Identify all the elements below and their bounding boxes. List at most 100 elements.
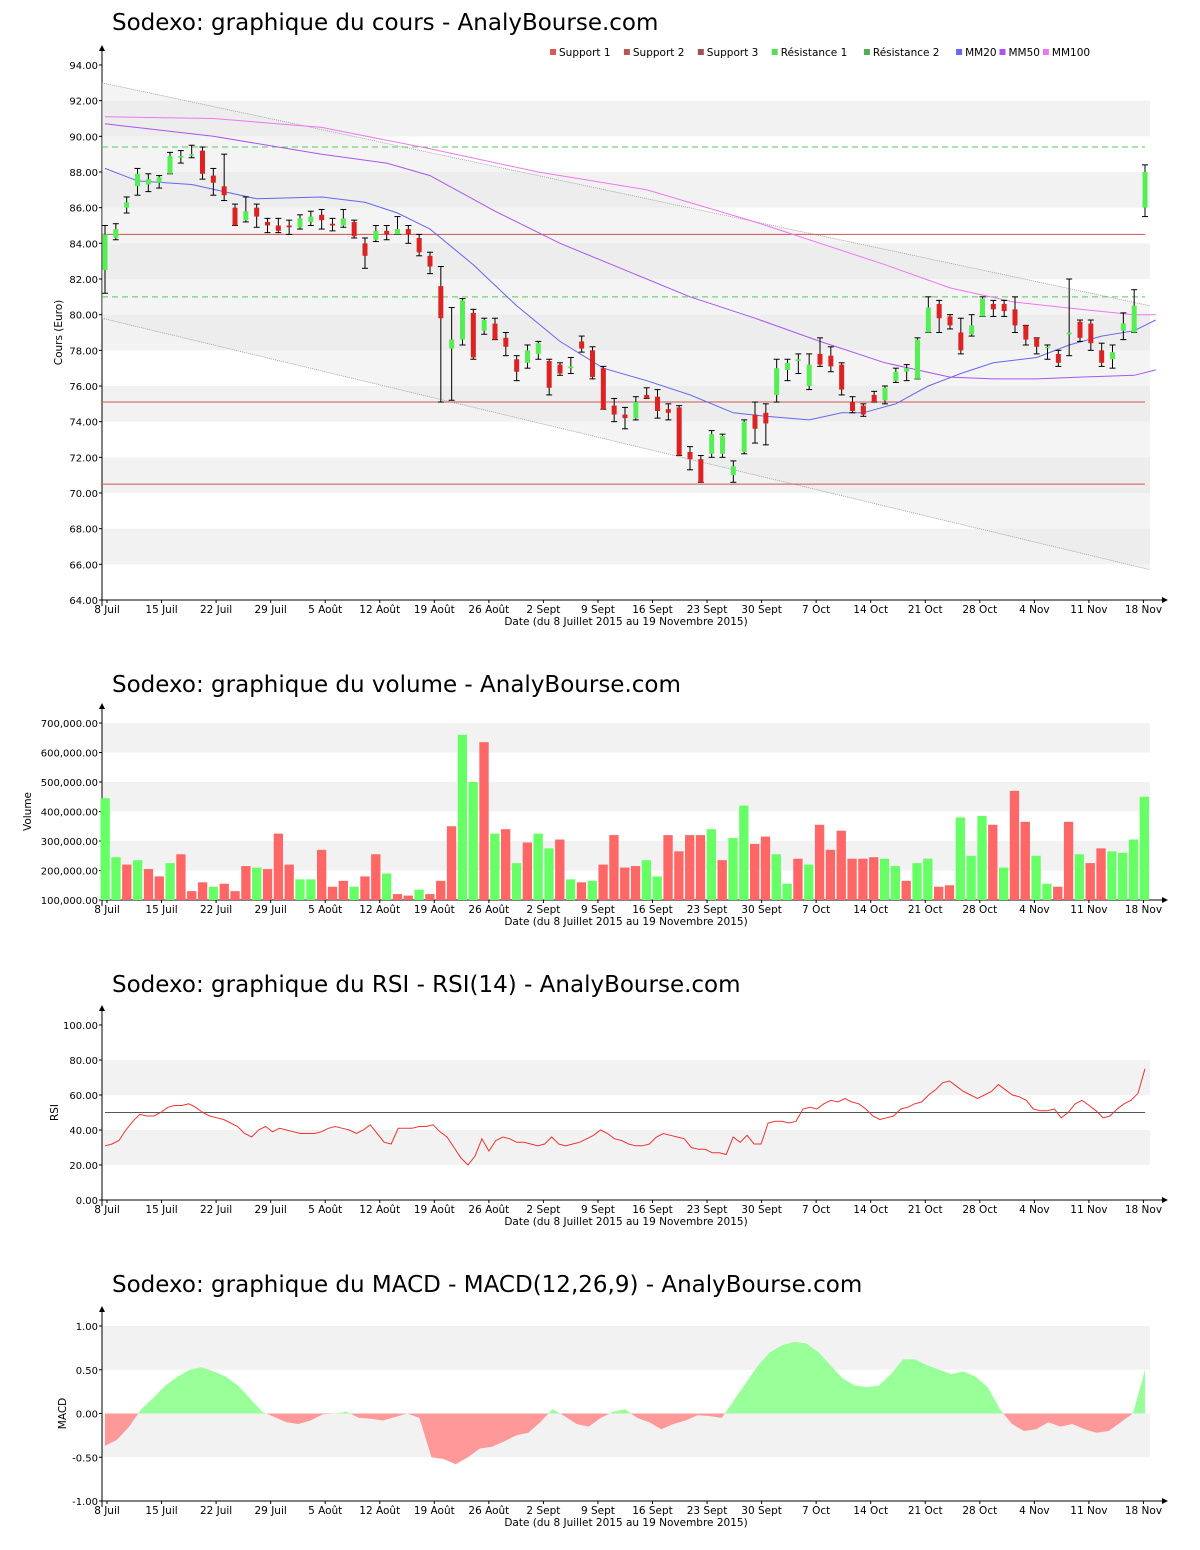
candle-body [481,320,487,331]
grid-band [102,528,1150,565]
grid-band [102,100,1150,137]
volume-chart: 100,000.00 200,000.00 300,000.00 400,000.00… [22,703,1168,928]
volume-bar [977,815,987,900]
volume-bar [912,863,922,900]
macd-negative-area [631,1413,725,1430]
candle-body [373,230,379,240]
legend-label: Résistance 2 [873,47,940,59]
volume-bar [858,858,868,900]
candle-body [470,312,476,358]
macd-negative-area [266,1413,335,1424]
x-tick-label: 5 Août [308,604,342,616]
x-tick-label: 8 Juil [94,604,120,616]
x-tick-label: 15 Juil [145,904,177,916]
x-tick-label: 5 Août [308,904,342,916]
grid-band [102,243,1150,279]
x-tick-label: 9 Sept [581,604,615,616]
candle-body [925,307,931,333]
candle-body [633,402,639,419]
mm20-line [104,167,1157,421]
volume-bar [176,854,186,900]
x-tick-label: 9 Sept [581,1204,615,1216]
volume-bar [1118,852,1128,900]
y-tick-label: 72.00 [69,453,98,464]
y-tick-label: 40.00 [69,1126,98,1137]
volume-bar [988,824,998,900]
x-tick-label: 8 Juil [94,904,120,916]
volume-bar [652,876,662,900]
x-tick-label: 19 Août [414,604,455,616]
candle-body [514,359,520,372]
y-tick-label: -0.50 [72,1453,98,1464]
x-tick-label: 7 Oct [802,1505,830,1517]
candle-body [1142,172,1148,208]
candle-body [167,155,173,174]
legend-label: Support 3 [707,47,759,59]
x-tick-label: 23 Sept [687,604,728,616]
y-tick-label: 0.00 [76,1410,98,1421]
price-chart-title: Sodexo: graphique du cours - AnalyBourse… [112,10,659,36]
legend-swatch [863,49,870,55]
y-tick-label: 92.00 [69,97,98,108]
candle-body [395,229,400,235]
volume-bar [262,869,273,900]
x-tick-label: 22 Juil [200,1204,232,1216]
rsi-chart-title: Sodexo: graphique du RSI - RSI(14) - Ana… [112,972,741,998]
candle-body [644,394,650,399]
volume-bar [187,891,197,900]
macd-chart-title: Sodexo: graphique du MACD - MACD(12,26,9… [112,1272,863,1298]
volume-bar [425,894,435,900]
volume-bar [219,883,229,900]
candle-body [135,173,140,187]
legend-label: MM100 [1052,47,1090,59]
volume-bar [1074,854,1085,900]
mm50-line [104,123,1156,380]
x-tick-label: 29 Juil [255,604,287,616]
y-tick-label: 82.00 [69,275,98,286]
y-tick-label: 90.00 [69,132,98,143]
x-tick-label: 30 Sept [741,604,782,616]
x-axis-arrow [1162,1498,1168,1504]
volume-bar [1128,839,1139,900]
x-tick-label: 21 Oct [908,604,943,616]
candle-body [330,223,335,226]
candle-body [1088,323,1094,344]
candle-body [1120,323,1126,331]
channel-upper-line [101,82,1151,307]
x-tick-label: 28 Oct [962,1505,997,1517]
x-tick-label: 18 Nov [1125,904,1162,916]
x-tick-label: 15 Juil [145,604,177,616]
volume-bar [544,848,554,900]
candle-body [774,368,780,395]
volume-bar [111,857,121,900]
volume-bar [1020,821,1030,900]
volume-bar [306,879,316,900]
candle-body [752,414,758,429]
volume-bar [771,854,781,900]
volume-bar [1107,851,1117,900]
candle-body [720,435,725,454]
trend-channel [102,82,1150,570]
legend-swatch [623,49,630,55]
volume-bar [869,857,879,900]
price-panel: Sodexo: graphique du cours - AnalyBourse… [0,0,1200,640]
macd-positive-area [138,1367,267,1414]
volume-bar [1031,855,1041,900]
x-tick-label: 21 Oct [908,904,943,916]
candle-body [904,368,910,372]
candle-body [416,237,422,253]
candle-body [427,255,433,267]
volume-bar [630,866,641,900]
candle-body [1001,303,1007,312]
x-tick-label: 14 Oct [853,1204,888,1216]
volume-bar [533,833,543,900]
candle-body [525,350,530,363]
volume-bar [998,867,1009,900]
candle-body [817,353,823,365]
volume-bar [468,782,478,900]
x-tick-label: 2 Sept [526,904,560,916]
x-tick-label: 16 Sept [632,904,673,916]
candle-body [687,451,693,460]
x-axis-caption: Date (du 8 Juillet 2015 au 19 Novembre 2… [504,916,747,928]
volume-bar [295,879,305,900]
